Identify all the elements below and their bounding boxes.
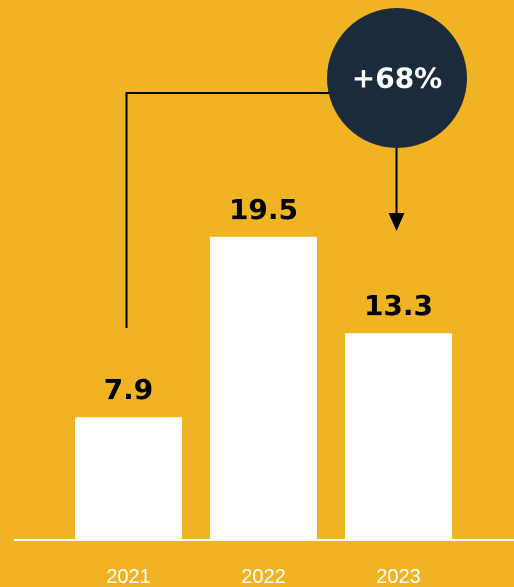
value-label-2023: 13.3 [364,289,433,322]
x-tick-label-2021: 2021 [106,566,151,587]
x-tick-label-2022: 2022 [241,566,286,587]
value-label-2022: 19.5 [229,193,298,226]
bar-2021 [75,417,182,540]
x-tick-label-2023: 2023 [376,566,421,587]
bar-2022 [210,237,317,540]
change-badge-label: +68% [352,62,442,95]
bar-2023 [345,333,452,540]
x-tick-labels-layer: 2021 2022 2023 [106,566,421,587]
arrowhead-icon [389,213,405,231]
value-label-2021: 7.9 [104,373,154,406]
